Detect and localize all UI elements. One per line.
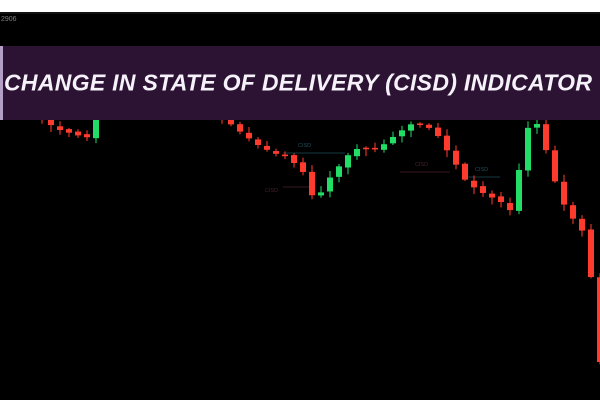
svg-text:CISD: CISD	[298, 143, 311, 149]
svg-text:CISD: CISD	[265, 188, 278, 194]
svg-text:CISD: CISD	[475, 167, 488, 173]
svg-text:CISD: CISD	[415, 162, 428, 168]
